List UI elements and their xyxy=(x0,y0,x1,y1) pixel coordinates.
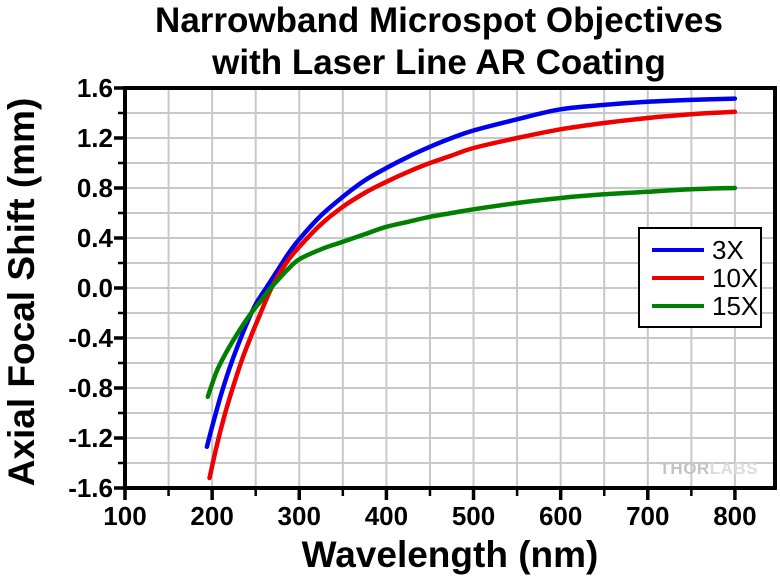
y-tick-label: 0.8 xyxy=(76,173,113,203)
x-axis-title: Wavelength (nm) xyxy=(301,534,599,575)
chart-title: Narrowband Microspot Objectives with Las… xyxy=(100,0,778,84)
y-tick-label: -0.8 xyxy=(68,373,113,403)
legend-item: 15X xyxy=(640,292,760,320)
y-tick-label: 1.2 xyxy=(76,123,113,153)
y-tick-label: 0.4 xyxy=(76,223,113,253)
x-tick-label: 600 xyxy=(538,501,583,531)
chart-title-line2: with Laser Line AR Coating xyxy=(212,43,666,82)
watermark-labs: LABS xyxy=(709,459,758,478)
y-tick-label: 0.0 xyxy=(76,273,113,303)
y-tick-label: -1.2 xyxy=(68,423,113,453)
legend-item-label: 3X xyxy=(712,235,744,265)
legend-item: 10X xyxy=(640,264,760,292)
x-tick-label: 500 xyxy=(451,501,496,531)
watermark-thor: THOR xyxy=(659,459,710,478)
chart-title-line1: Narrowband Microspot Objectives xyxy=(155,1,723,40)
legend-item-label: 15X xyxy=(712,291,759,321)
x-tick-label: 800 xyxy=(713,501,757,531)
y-tick-label: -0.4 xyxy=(68,323,113,353)
legend-line-swatch xyxy=(652,276,704,280)
y-tick-label: -1.6 xyxy=(68,473,113,503)
curve-3x xyxy=(204,96,738,450)
x-tick-label: 200 xyxy=(190,501,234,531)
y-tick-label: 1.6 xyxy=(76,73,113,103)
legend-item: 3X xyxy=(640,236,760,264)
thorlabs-watermark: THORLABS xyxy=(660,459,758,479)
legend-line-swatch xyxy=(652,248,704,252)
x-tick-label: 700 xyxy=(626,501,670,531)
curve-10x xyxy=(207,109,738,481)
x-tick-label: 100 xyxy=(103,501,147,531)
legend-line-swatch xyxy=(652,304,704,308)
curve-15x xyxy=(205,185,738,400)
x-tick-label: 300 xyxy=(277,501,321,531)
x-tick-label: 400 xyxy=(364,501,409,531)
plot-frame xyxy=(123,86,777,490)
legend: 3X 10X 15X xyxy=(638,227,762,328)
legend-item-label: 10X xyxy=(712,263,759,293)
